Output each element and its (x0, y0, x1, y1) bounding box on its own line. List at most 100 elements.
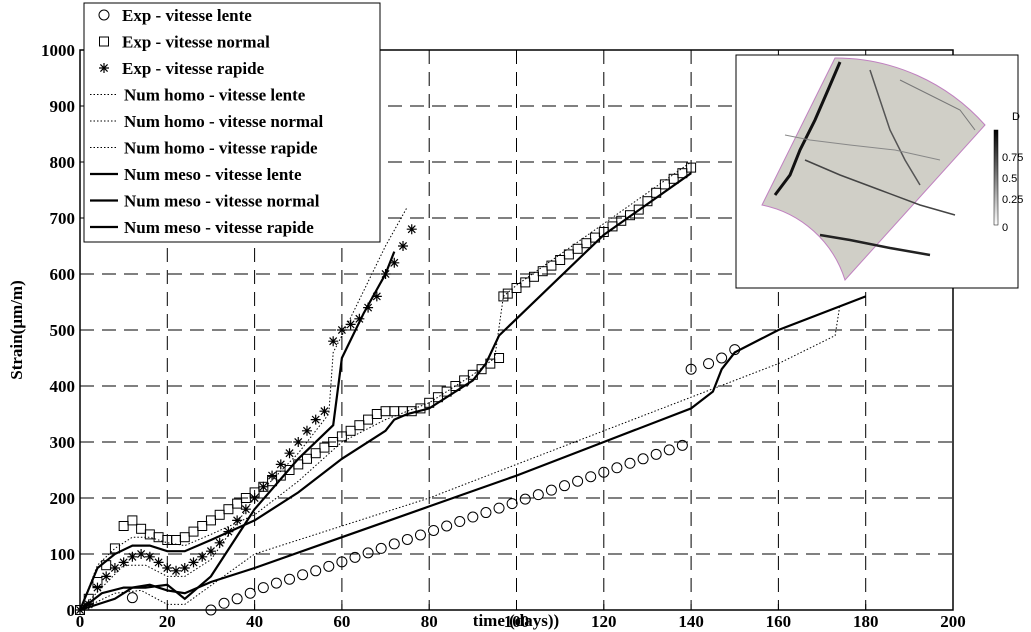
data-point (380, 406, 391, 417)
data-point (676, 439, 688, 451)
series-line (79, 295, 867, 612)
data-point (493, 502, 505, 514)
data-point (354, 420, 365, 431)
data-point (319, 406, 330, 417)
damage-crack-f (784, 134, 941, 161)
data-point (188, 526, 199, 537)
x-tick-label: 120 (591, 612, 617, 631)
data-point (101, 571, 112, 582)
legend-marker (99, 63, 109, 73)
x-tick-label: 40 (246, 612, 263, 631)
data-point (218, 597, 230, 609)
data-point (349, 551, 361, 563)
data-point (323, 560, 335, 572)
data-point (624, 457, 636, 469)
data-point (310, 565, 322, 577)
data-point (716, 352, 728, 364)
data-point (310, 414, 321, 425)
data-point (428, 524, 440, 536)
data-point (257, 582, 269, 594)
data-point (284, 448, 295, 459)
data-point (275, 459, 286, 470)
inset-panel: D 0.75 0.5 0.25 0 (735, 54, 1023, 289)
data-point (153, 557, 164, 568)
legend-label: Num homo - vitesse normal (124, 112, 324, 131)
x-tick-label: 200 (940, 612, 966, 631)
data-point (249, 493, 260, 503)
data-point (109, 563, 120, 573)
y-axis-label: Strain(µm/m) (7, 280, 26, 380)
x-axis-label: time (days)) (473, 611, 559, 630)
colorbar-label: D (1012, 111, 1020, 123)
data-point (467, 511, 479, 523)
data-point (336, 556, 348, 568)
data-point (205, 515, 216, 526)
data-point (293, 437, 304, 447)
data-point (572, 243, 583, 254)
data-point (555, 255, 566, 265)
data-point (659, 179, 670, 190)
legend: Exp - vitesse lente Exp - vitesse normal E… (83, 2, 381, 243)
damage-crack-a (773, 61, 842, 196)
legend-label: Num homo - vitesse lente (124, 86, 306, 105)
data-point (197, 521, 208, 531)
x-tick-label: 180 (853, 612, 879, 631)
data-point (284, 573, 296, 585)
colorbar-tick: 0.25 (1002, 194, 1023, 206)
data-point (328, 336, 339, 347)
data-point (611, 462, 623, 474)
data-point (389, 406, 400, 417)
data-point (328, 437, 339, 447)
x-tick-label: 160 (766, 612, 792, 631)
series-5 (79, 206, 408, 611)
data-point (267, 470, 278, 481)
data-point (301, 453, 312, 464)
data-point (336, 431, 347, 442)
data-point (214, 537, 225, 548)
data-point (118, 557, 129, 568)
x-tick-label: 60 (333, 612, 350, 631)
data-point (371, 409, 382, 419)
legend-label: Exp - vitesse rapide (122, 59, 265, 78)
data-point (240, 504, 251, 515)
series-6 (79, 295, 867, 612)
data-point (127, 551, 138, 562)
y-tick-label: 600 (50, 265, 76, 284)
data-point (363, 414, 374, 425)
y-tick-label: 800 (50, 153, 76, 172)
data-point (511, 283, 522, 293)
data-point (171, 565, 182, 576)
data-point (270, 577, 282, 589)
data-point (454, 516, 466, 528)
series-line (79, 307, 840, 611)
series-layer (75, 161, 867, 616)
data-point (363, 302, 374, 313)
data-point (144, 551, 155, 562)
data-point (345, 425, 356, 436)
data-point (354, 313, 365, 324)
series-0 (126, 344, 741, 616)
data-point (127, 515, 138, 526)
y-tick-label: 900 (50, 97, 76, 116)
data-point (520, 277, 531, 288)
data-point (179, 563, 190, 573)
data-point (668, 173, 679, 184)
data-point (685, 363, 697, 375)
data-point (232, 498, 243, 509)
data-point (136, 523, 147, 534)
data-point (284, 465, 295, 475)
data-point (371, 291, 382, 302)
data-point (388, 538, 400, 550)
legend-box (83, 2, 381, 243)
colorbar-tick: 0.75 (1002, 152, 1023, 164)
legend-label: Num meso - vitesse lente (124, 165, 302, 184)
series-7 (78, 172, 692, 611)
x-tick-label: 20 (159, 612, 176, 631)
data-point (686, 162, 697, 173)
damage-crack-b (869, 69, 921, 186)
x-tick-label: 140 (678, 612, 704, 631)
axis-ticks: 0 20 40 60 80 100 120 140 160 180 200 0 100 200 300 400… (41, 41, 966, 631)
data-point (637, 453, 649, 465)
series-line (79, 161, 692, 611)
data-point (703, 358, 715, 370)
